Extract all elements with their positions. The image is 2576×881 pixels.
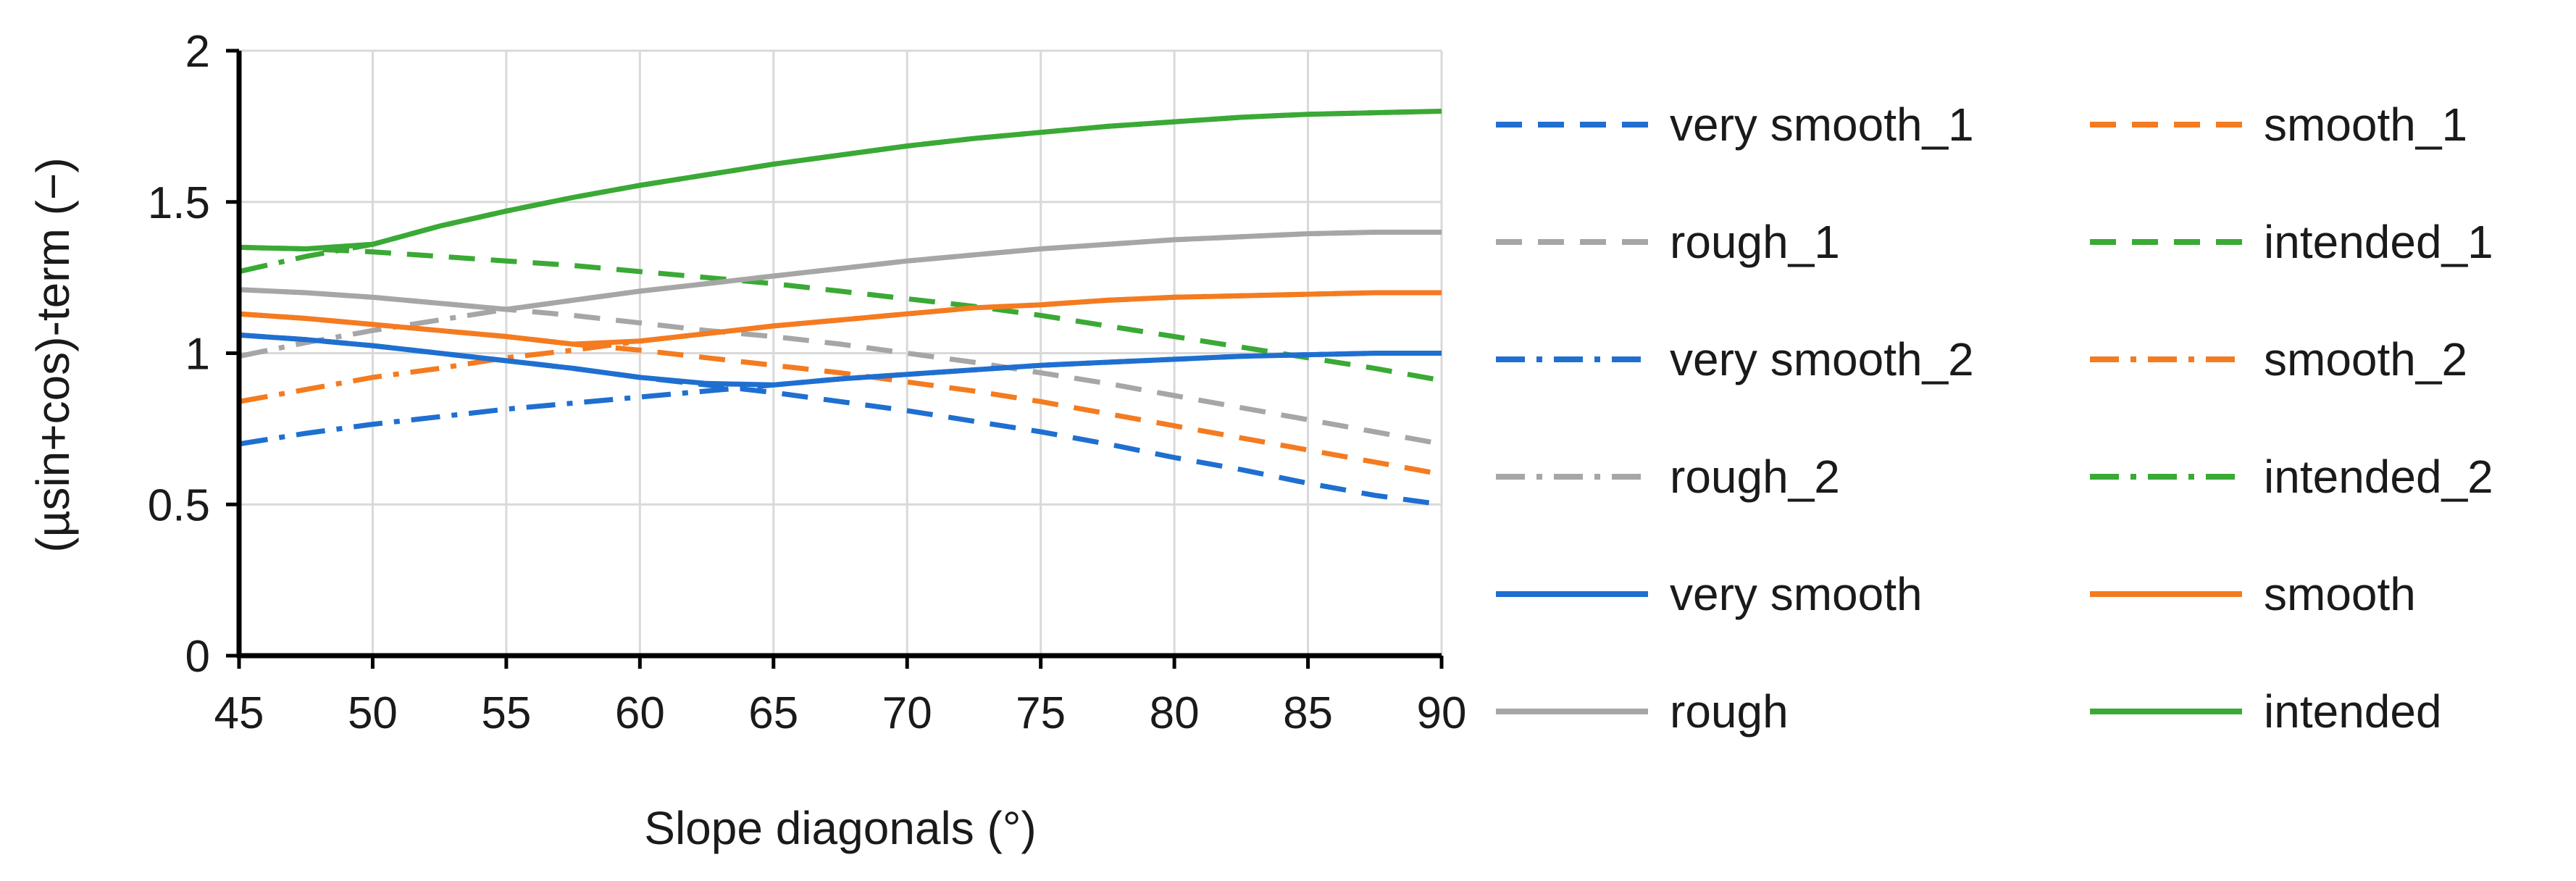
series-line xyxy=(238,244,1442,383)
legend-label: very smooth xyxy=(1670,568,1923,620)
y-tick-label: 0.5 xyxy=(148,480,210,530)
x-tick-label: 85 xyxy=(1283,688,1333,738)
x-tick-label: 50 xyxy=(348,688,398,738)
x-tick-label: 60 xyxy=(615,688,665,738)
x-tick-label: 70 xyxy=(882,688,932,738)
legend-label: smooth xyxy=(2264,568,2416,620)
series-line xyxy=(238,230,1442,312)
legend-label: very smooth_2 xyxy=(1670,333,1974,385)
series-line xyxy=(238,351,1442,447)
y-axis-label: (µsin+cos)-term (−) xyxy=(27,157,79,552)
series-line xyxy=(238,109,1442,251)
legend-label: intended xyxy=(2264,685,2442,738)
x-tick-label: 80 xyxy=(1150,688,1200,738)
series-line xyxy=(238,332,1442,388)
legend-label: rough_2 xyxy=(1670,451,1840,503)
legend-label: rough xyxy=(1670,685,1789,738)
series-line xyxy=(238,290,1442,347)
legend-label: rough_1 xyxy=(1670,216,1840,268)
chart-axes xyxy=(226,49,1444,669)
y-tick-label: 2 xyxy=(185,27,210,77)
y-tick-label: 1.5 xyxy=(148,178,210,228)
y-tick-label: 1 xyxy=(185,330,210,380)
legend: very smooth_1 smooth_1 rough_1 intended_1ve… xyxy=(1496,99,2493,738)
series-line xyxy=(238,109,1442,275)
y-tick-label: 0 xyxy=(185,632,210,682)
legend-label: smooth_2 xyxy=(2264,333,2467,385)
x-tick-label: 75 xyxy=(1016,688,1066,738)
chart-tick-labels: 0 0.5 1 1.5 2 45 50 55 60 65 70 75 80 85 90 xyxy=(148,27,1467,738)
x-axis-label: Slope diagonals (°) xyxy=(644,802,1036,854)
legend-label: intended_1 xyxy=(2264,216,2493,268)
legend-label: intended_2 xyxy=(2264,451,2493,503)
series-line xyxy=(238,287,1442,447)
series-line xyxy=(238,311,1442,477)
x-tick-label: 55 xyxy=(481,688,531,738)
legend-label: very smooth_1 xyxy=(1670,99,1974,151)
x-tick-label: 90 xyxy=(1417,688,1467,738)
chart-series xyxy=(238,109,1442,507)
series-line xyxy=(238,290,1442,404)
series-line xyxy=(238,332,1442,507)
x-tick-label: 65 xyxy=(748,688,798,738)
x-tick-label: 45 xyxy=(214,688,264,738)
legend-label: smooth_1 xyxy=(2264,99,2467,151)
